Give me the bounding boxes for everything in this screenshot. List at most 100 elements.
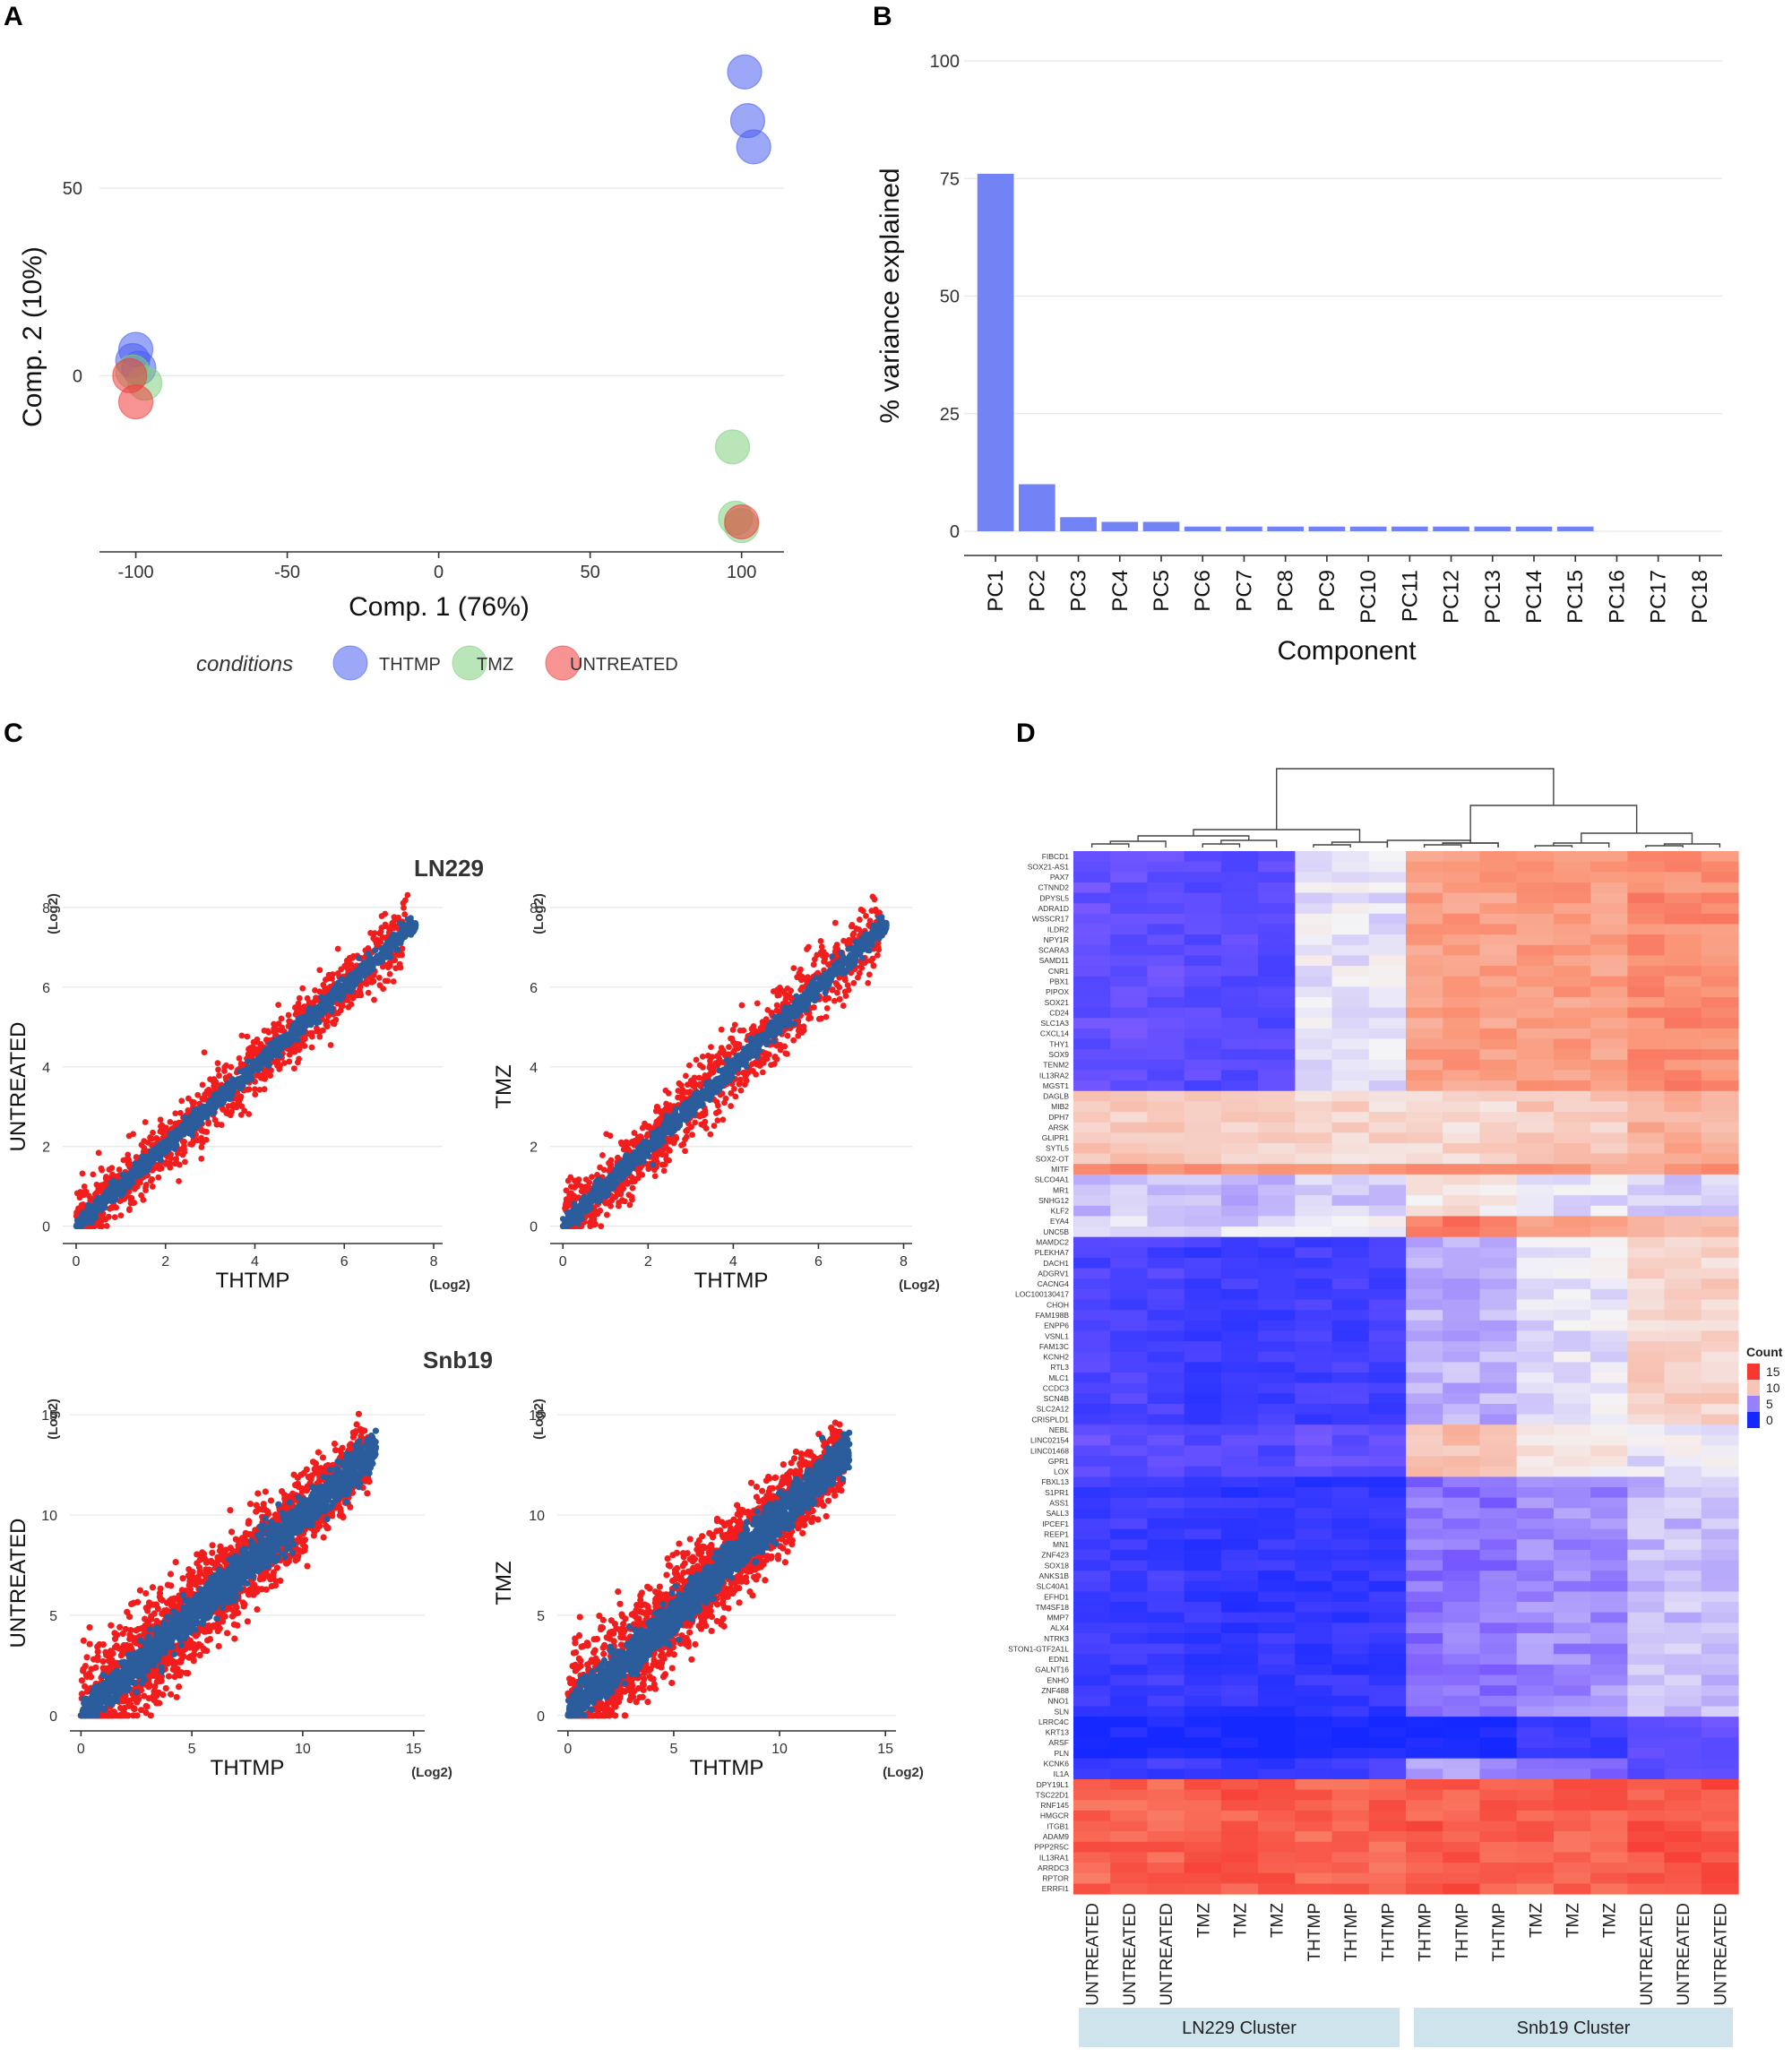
- scatter-point: [90, 1171, 97, 1178]
- scatter-point: [838, 957, 845, 964]
- scatter-point: [223, 1630, 231, 1637]
- scatter-point: [179, 1575, 186, 1582]
- scatter-x-label: THTMP: [211, 1756, 285, 1780]
- scatter-point: [597, 1164, 603, 1171]
- scatter-point: [253, 1508, 260, 1515]
- scatter-point: [312, 987, 318, 994]
- scatter-point: [683, 1105, 689, 1111]
- scatter-point: [738, 1002, 745, 1009]
- scatter-point: [227, 1112, 234, 1119]
- scatter-point: [597, 1207, 604, 1214]
- scatter-point: [571, 1192, 578, 1200]
- scatter-point: [759, 1069, 766, 1076]
- scatter-point: [653, 1118, 660, 1125]
- scatter-point: [348, 988, 355, 995]
- scatter-point: [95, 1202, 102, 1209]
- scatter-point: [301, 1043, 308, 1049]
- scatter-point: [198, 1119, 204, 1126]
- scatter-point: [316, 1033, 323, 1040]
- scatter-point: [102, 1175, 109, 1182]
- scatter-point: [280, 1060, 288, 1066]
- scatter-point: [711, 1123, 718, 1129]
- scatter-y-label: UNTREATED: [6, 1022, 30, 1152]
- scatter-point: [400, 899, 407, 907]
- scatter-point: [655, 1107, 662, 1114]
- scatter-point: [633, 1153, 641, 1160]
- scatter-point: [590, 1221, 598, 1228]
- scatter-y-tick-label: 8: [42, 901, 50, 917]
- scatter-point: [771, 1020, 778, 1026]
- scatter-point: [323, 1020, 330, 1028]
- scatter-point: [183, 1669, 190, 1677]
- scatter-point: [742, 1072, 749, 1080]
- scatter-point: [191, 1099, 197, 1106]
- scatter-point: [850, 979, 857, 986]
- scatter-point: [811, 956, 818, 963]
- scatter-point: [662, 1143, 669, 1150]
- scatter-point: [683, 1127, 690, 1134]
- scatter-point: [250, 1066, 257, 1073]
- scree-x-tick-label: PC5: [1150, 570, 1174, 612]
- scatter-point: [218, 1122, 225, 1128]
- scatter-point: [214, 1060, 221, 1067]
- scatter-point: [696, 1081, 703, 1089]
- scatter-point: [329, 971, 336, 977]
- scatter-point: [127, 1171, 134, 1178]
- scatter-point: [118, 1197, 125, 1203]
- scatter-point: [365, 989, 372, 996]
- scatter-point: [582, 1194, 588, 1201]
- scatter-point: [659, 1151, 666, 1158]
- scatter-point: [409, 928, 417, 935]
- scatter-point: [334, 945, 341, 952]
- scatter-point: [618, 1198, 625, 1204]
- scatter-point: [168, 1137, 175, 1144]
- scatter-point: [831, 919, 839, 926]
- scatter-point: [119, 1171, 126, 1178]
- scatter-point: [111, 1635, 119, 1642]
- scatter-point: [396, 960, 403, 968]
- scatter-point: [711, 1081, 719, 1088]
- scatter-point: [833, 981, 840, 988]
- scatter-point: [219, 1096, 226, 1103]
- scatter-point: [590, 1191, 598, 1198]
- scatter-point: [99, 1166, 106, 1174]
- scatter-point: [278, 1015, 285, 1022]
- scatter-point: [682, 1072, 689, 1080]
- scatter-point: [734, 1062, 740, 1069]
- scree-y-tick-label: 100: [930, 52, 960, 72]
- scree-x-tick-label: PC6: [1191, 570, 1215, 612]
- pca-point-thtmp: [727, 54, 762, 90]
- scatter-point: [676, 1080, 683, 1087]
- pca-legend-title: conditions: [196, 652, 293, 676]
- scatter-point: [322, 999, 329, 1006]
- scatter-point: [235, 1100, 241, 1106]
- scree-bar-pc6: [1184, 526, 1221, 531]
- scatter-point: [157, 1585, 164, 1592]
- scatter-point: [213, 1099, 220, 1106]
- scatter-x-unit: (Log2): [411, 1765, 452, 1780]
- scatter-y-unit: (Log2): [46, 893, 61, 934]
- scatter-x-unit: (Log2): [429, 1278, 470, 1293]
- scatter-point: [699, 1054, 706, 1060]
- scatter-point: [796, 970, 803, 977]
- scatter-point: [266, 1050, 273, 1057]
- scatter-point: [857, 906, 865, 913]
- scatter-point: [754, 1000, 761, 1007]
- scatter-point: [320, 1027, 326, 1034]
- pca-point-untreated: [724, 503, 760, 540]
- scatter-y-tick-label: 6: [42, 981, 50, 996]
- scatter-point: [810, 1004, 817, 1011]
- scree-x-tick-label: PC3: [1067, 570, 1091, 612]
- scree-bar-pc15: [1556, 526, 1594, 531]
- scatter-point: [401, 911, 409, 917]
- scatter-point: [140, 1196, 147, 1203]
- scatter-point: [776, 1012, 783, 1020]
- scatter-point: [250, 1038, 257, 1046]
- scatter-point: [324, 1012, 332, 1020]
- scatter-point: [182, 1119, 189, 1126]
- scatter-point: [172, 1558, 179, 1566]
- scatter-point: [386, 948, 393, 955]
- ln229-title: LN229: [414, 855, 484, 882]
- scatter-y-tick-label: 5: [49, 1609, 57, 1624]
